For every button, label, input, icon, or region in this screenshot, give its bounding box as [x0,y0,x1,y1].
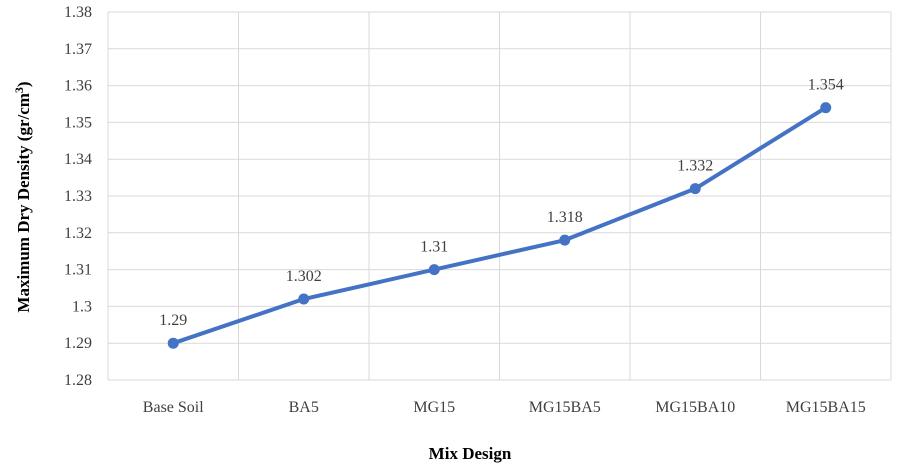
data-point [820,102,832,114]
y-tick-label: 1.35 [64,114,92,131]
y-tick-label: 1.33 [64,188,92,205]
data-labels: 1.29 1.302 1.31 1.318 1.332 1.354 [159,77,844,330]
y-tick-label: 1.37 [64,41,92,58]
data-point [298,293,310,305]
data-label: 1.29 [159,312,187,329]
data-point [428,264,440,276]
y-tick-label: 1.29 [64,335,92,352]
y-tick-label: 1.28 [64,372,92,389]
data-label: 1.318 [547,209,583,226]
data-label: 1.354 [808,77,844,94]
y-tick-label: 1.31 [64,262,92,279]
y-tick-label: 1.36 [64,78,92,95]
x-axis-title: Mix Design [429,444,512,463]
x-axis-ticks: Base Soil BA5 MG15 MG15BA5 MG15BA10 MG15BA15 [143,399,866,416]
x-tick-label: MG15BA5 [529,399,601,416]
data-point [167,337,179,349]
x-tick-label: MG15BA10 [655,399,735,416]
x-tick-label: Base Soil [143,399,204,416]
y-axis-ticks: 1.28 1.29 1.3 1.31 1.32 1.33 1.34 1.35 1.36 1.37 1… [64,4,92,389]
data-point [689,183,701,195]
y-axis-title: Maximum Dry Density (gr/cm3) [12,81,33,312]
y-axis-title-superscript: 3 [12,87,26,93]
series-line [171,105,828,346]
grid-lines [107,11,892,381]
y-axis-title-main: Maximum Dry Density (gr/cm [14,93,33,313]
series-line-group [167,102,832,349]
x-tick-label: BA5 [289,399,319,416]
data-label: 1.332 [677,158,713,175]
x-tick-label: MG15 [413,399,455,416]
data-label: 1.302 [286,268,322,285]
y-axis-title-close: ) [14,81,33,87]
y-tick-label: 1.34 [64,151,92,168]
data-point [559,234,571,246]
x-tick-label: MG15BA15 [786,399,866,416]
data-label: 1.31 [420,239,448,256]
y-tick-label: 1.32 [64,225,92,242]
y-tick-label: 1.3 [72,298,92,315]
y-tick-label: 1.38 [64,4,92,21]
